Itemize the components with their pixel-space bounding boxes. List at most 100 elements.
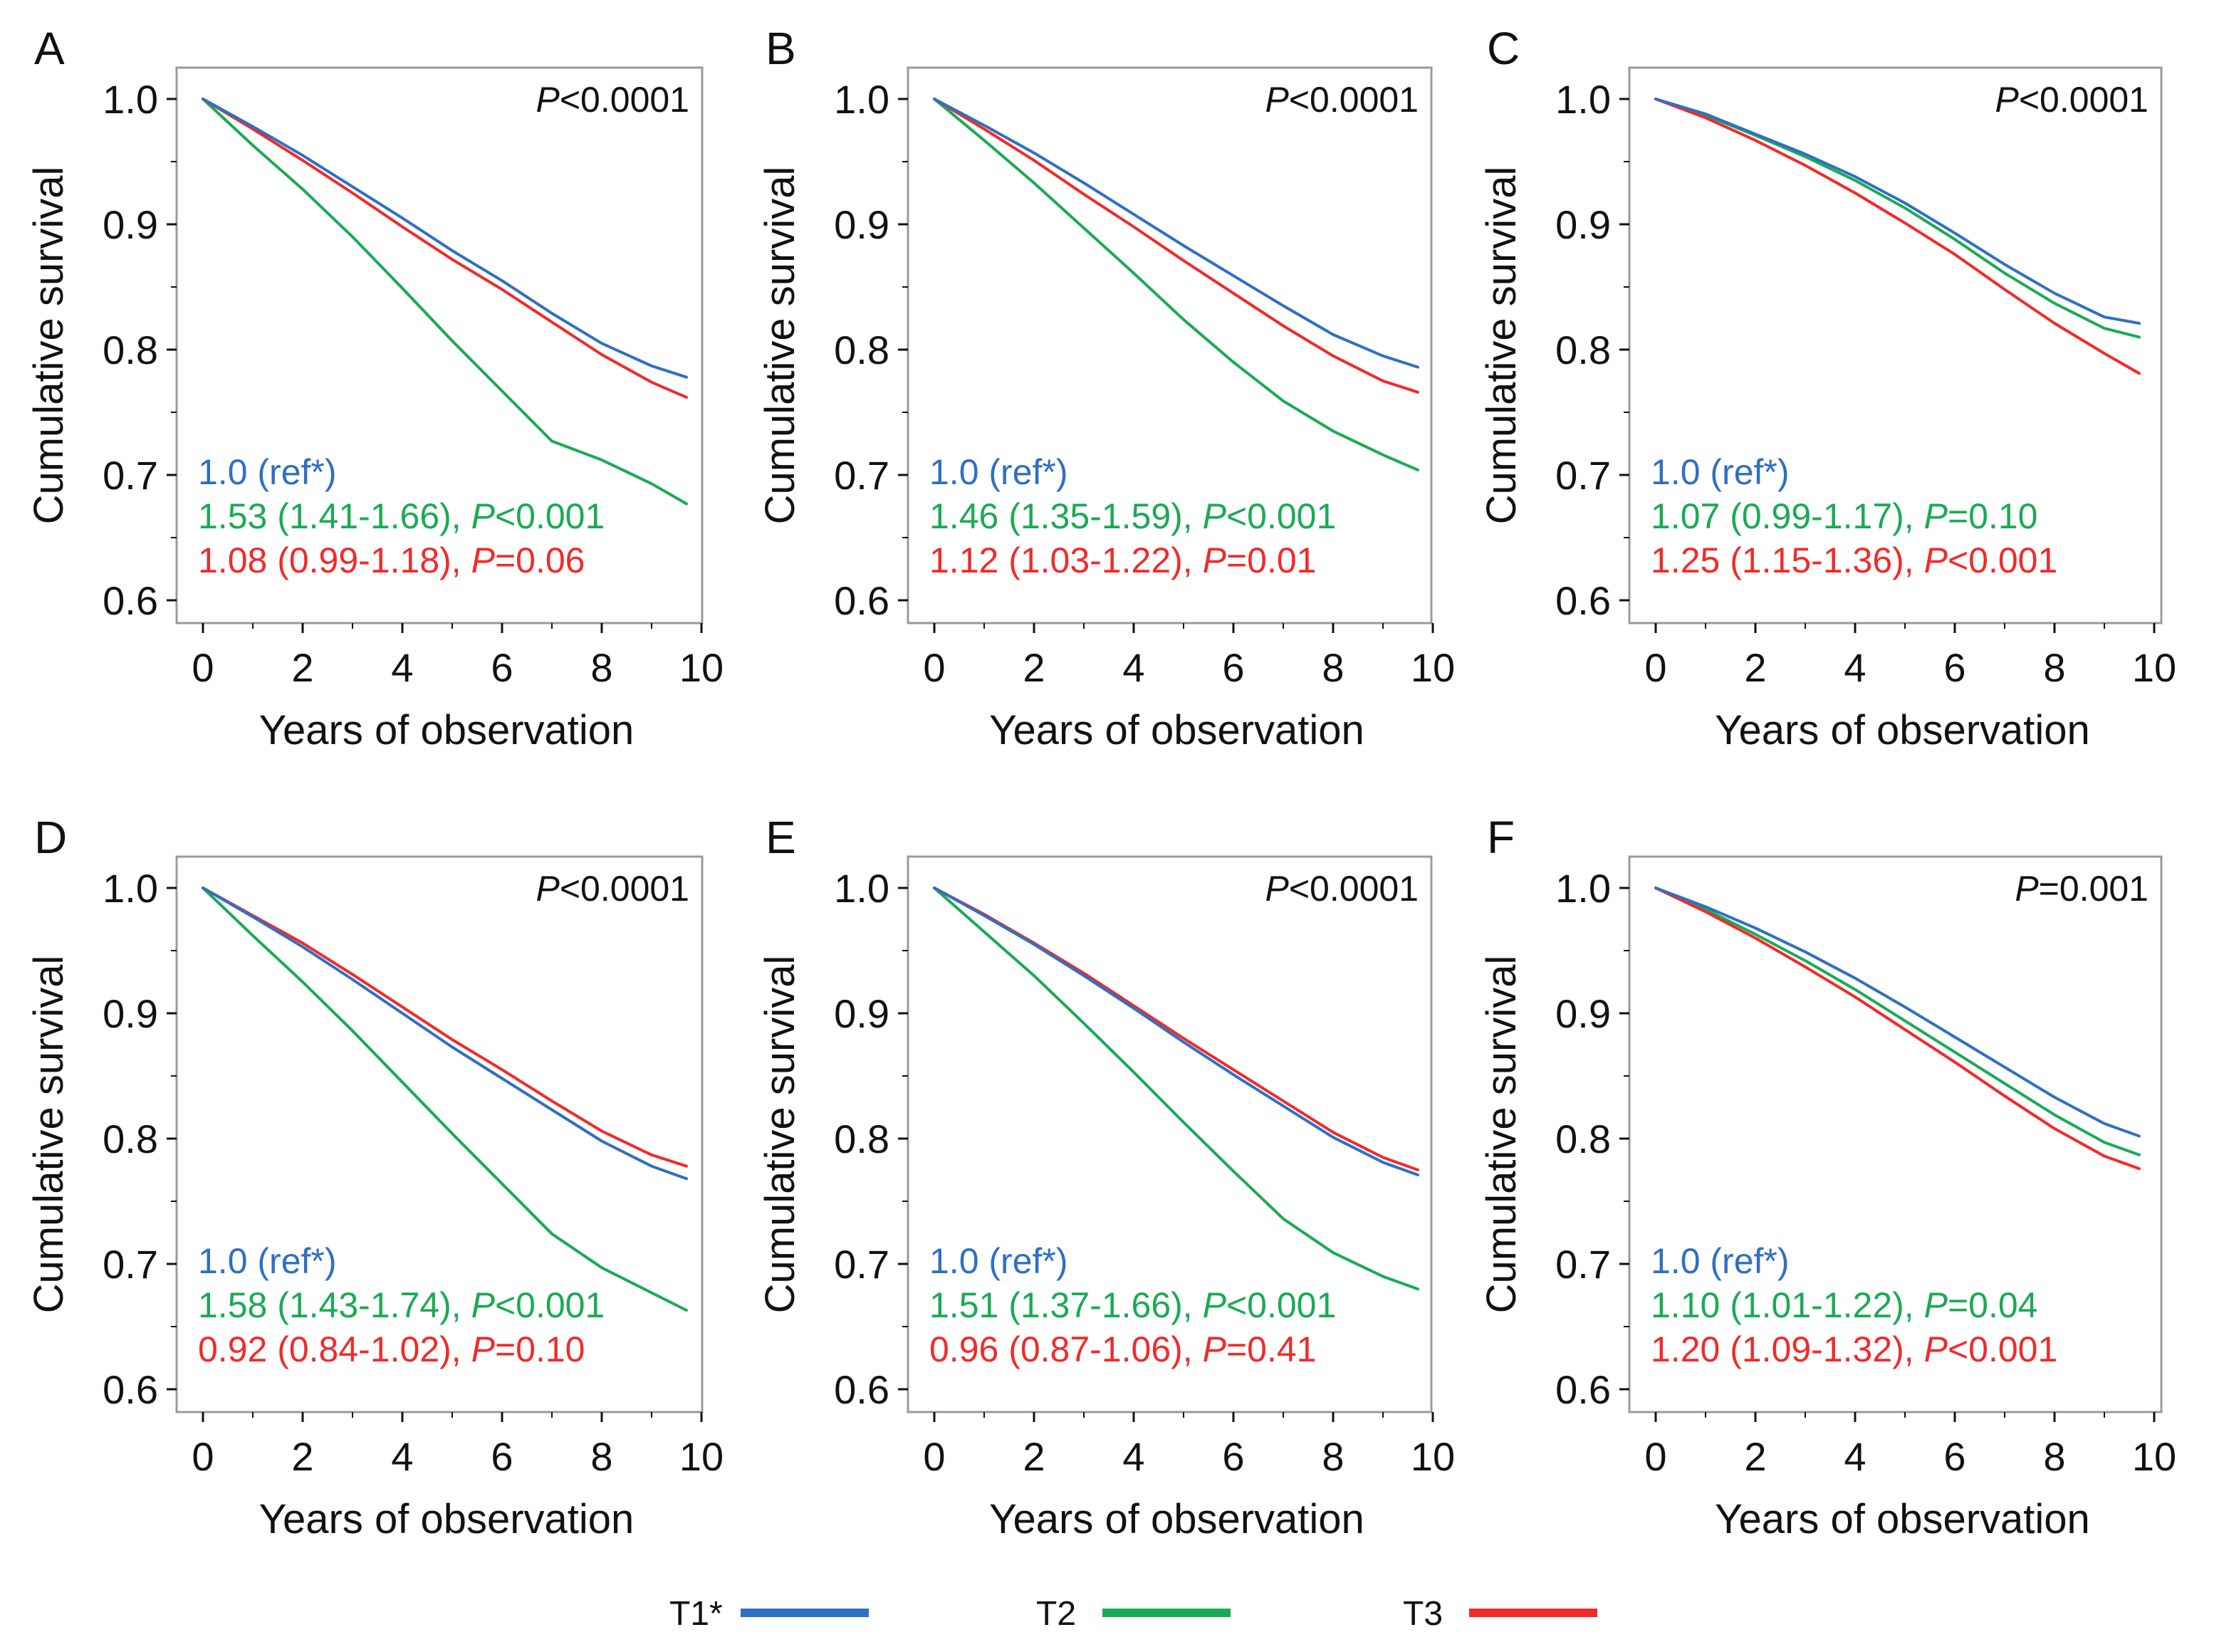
hazard-ratio-t1: 1.0 (ref*) bbox=[929, 452, 1068, 492]
x-tick-label: 4 bbox=[1844, 1434, 1866, 1479]
x-tick-label: 8 bbox=[1322, 1434, 1344, 1479]
y-tick-label: 0.9 bbox=[103, 991, 158, 1036]
hazard-ratio-p-italic: P bbox=[1203, 1329, 1227, 1369]
x-axis-label: Years of observation bbox=[989, 1496, 1364, 1542]
y-tick-label: 0.9 bbox=[1555, 202, 1611, 247]
hazard-ratio-value: 1.0 (ref*) bbox=[198, 452, 337, 492]
p-value-rest: <0.0001 bbox=[2019, 80, 2148, 120]
y-tick-label: 0.6 bbox=[1555, 578, 1611, 623]
p-value-italic: P bbox=[1265, 869, 1290, 909]
hazard-ratio-p-rest: <0.001 bbox=[1948, 1329, 2057, 1369]
y-tick-label: 1.0 bbox=[1555, 77, 1611, 122]
hazard-ratio-p-rest: =0.10 bbox=[495, 1329, 585, 1369]
series-t2-curve bbox=[933, 887, 1419, 1291]
panel-f: F 0.6 0.7 0.8 0.9 1.0 0 2 4 6 8 10 Years of observat… bbox=[1478, 812, 2176, 1542]
y-axis-label: Cumulative survival bbox=[757, 167, 803, 525]
x-axis-label: Years of observation bbox=[989, 707, 1364, 753]
hazard-ratio-p-rest: <0.001 bbox=[495, 1285, 605, 1325]
series-t1-curve bbox=[202, 887, 688, 1181]
y-tick-label: 0.8 bbox=[1555, 1117, 1611, 1161]
y-tick-label: 0.9 bbox=[103, 202, 158, 247]
x-tick-label: 10 bbox=[1411, 645, 1455, 690]
hazard-ratio-p-italic: P bbox=[1924, 496, 1948, 536]
hazard-ratio-p-italic: P bbox=[471, 1285, 496, 1325]
plot-frame bbox=[175, 66, 704, 624]
hazard-ratio-value: 1.0 (ref*) bbox=[1651, 452, 1790, 492]
x-tick-label: 2 bbox=[1023, 645, 1045, 690]
p-value-label: P<0.0001 bbox=[1265, 869, 1419, 909]
x-tick-label: 2 bbox=[1023, 1434, 1045, 1479]
y-axis-label: Cumulative survival bbox=[757, 956, 803, 1314]
y-tick-label: 0.8 bbox=[103, 328, 158, 372]
x-tick-label: 10 bbox=[2132, 645, 2176, 690]
hazard-ratio-p-italic: P bbox=[471, 496, 496, 536]
hazard-ratio-t1: 1.0 (ref*) bbox=[929, 1241, 1068, 1281]
series-t1-curve bbox=[1654, 98, 2141, 325]
p-value-label: P<0.0001 bbox=[1265, 80, 1419, 120]
y-tick-label: 0.6 bbox=[834, 1367, 889, 1412]
plot-frame bbox=[175, 855, 704, 1413]
series-t3-curve bbox=[933, 98, 1419, 394]
series-t3-curve bbox=[202, 98, 688, 399]
x-tick-label: 0 bbox=[1644, 1434, 1666, 1479]
x-tick-label: 8 bbox=[1322, 645, 1344, 690]
x-axis-label: Years of observation bbox=[1715, 707, 2090, 753]
p-value-italic: P bbox=[536, 869, 560, 909]
series-t3-curve bbox=[1654, 887, 2141, 1171]
hazard-ratio-value: 1.07 (0.99-1.17), bbox=[1651, 496, 1924, 536]
hazard-ratio-p-rest: <0.001 bbox=[1226, 496, 1336, 536]
hazard-ratio-t3: 1.08 (0.99-1.18), P=0.06 bbox=[198, 540, 585, 580]
hazard-ratio-t2: 1.53 (1.41-1.66), P<0.001 bbox=[198, 496, 605, 536]
hazard-ratio-value: 0.96 (0.87-1.06), bbox=[929, 1329, 1203, 1369]
series-t2-curve bbox=[1654, 887, 2141, 1156]
hazard-ratio-p-italic: P bbox=[1924, 540, 1948, 580]
hazard-ratio-t1: 1.0 (ref*) bbox=[1651, 452, 1790, 492]
series-t1-curve bbox=[933, 887, 1419, 1176]
p-value-label: P<0.0001 bbox=[1995, 80, 2149, 120]
hazard-ratio-p-rest: =0.41 bbox=[1226, 1329, 1317, 1369]
series-t3-curve bbox=[202, 887, 688, 1168]
legend: T1* T2 T3 bbox=[669, 1595, 1597, 1633]
x-tick-label: 4 bbox=[391, 1434, 413, 1479]
y-axis-label: Cumulative survival bbox=[1478, 167, 1525, 525]
hazard-ratio-t2: 1.58 (1.43-1.74), P<0.001 bbox=[198, 1285, 605, 1325]
panel-a: A 0.6 0.7 0.8 0.9 1.0 0 2 4 6 8 10 Years of observat… bbox=[26, 23, 724, 753]
y-tick-label: 1.0 bbox=[103, 866, 158, 911]
hazard-ratio-p-italic: P bbox=[471, 540, 496, 580]
x-tick-label: 0 bbox=[192, 1434, 214, 1479]
hazard-ratio-p-italic: P bbox=[1924, 1285, 1948, 1325]
y-tick-label: 0.7 bbox=[834, 453, 889, 498]
x-axis-label: Years of observation bbox=[259, 707, 635, 753]
x-tick-label: 4 bbox=[1122, 645, 1144, 690]
hazard-ratio-p-italic: P bbox=[1203, 540, 1227, 580]
panel-letter: C bbox=[1487, 23, 1520, 74]
legend-label-t2: T2 bbox=[1036, 1595, 1076, 1633]
hazard-ratio-t1: 1.0 (ref*) bbox=[198, 452, 337, 492]
panel-letter: A bbox=[34, 23, 65, 74]
hazard-ratio-value: 1.0 (ref*) bbox=[198, 1241, 337, 1281]
p-value-rest: <0.0001 bbox=[1289, 869, 1419, 909]
hazard-ratio-t3: 1.25 (1.15-1.36), P<0.001 bbox=[1651, 540, 2057, 580]
x-tick-label: 10 bbox=[2132, 1434, 2176, 1479]
x-tick-label: 8 bbox=[2043, 645, 2065, 690]
hazard-ratio-value: 1.25 (1.15-1.36), bbox=[1651, 540, 1924, 580]
hazard-ratio-value: 1.53 (1.41-1.66), bbox=[198, 496, 471, 536]
legend-label-t1: T1* bbox=[669, 1595, 723, 1633]
hazard-ratio-p-rest: =0.01 bbox=[1226, 540, 1317, 580]
hazard-ratio-value: 1.46 (1.35-1.59), bbox=[929, 496, 1203, 536]
hazard-ratio-value: 1.12 (1.03-1.22), bbox=[929, 540, 1203, 580]
hazard-ratio-p-rest: =0.06 bbox=[495, 540, 585, 580]
series-t1-curve bbox=[933, 98, 1419, 369]
p-value-label: P<0.0001 bbox=[536, 80, 690, 120]
hazard-ratio-t2: 1.46 (1.35-1.59), P<0.001 bbox=[929, 496, 1336, 536]
hazard-ratio-t1: 1.0 (ref*) bbox=[1651, 1241, 1790, 1281]
hazard-ratio-t3: 0.96 (0.87-1.06), P=0.41 bbox=[929, 1329, 1316, 1369]
hazard-ratio-p-rest: =0.10 bbox=[1948, 496, 2038, 536]
x-tick-label: 6 bbox=[1222, 1434, 1244, 1479]
y-tick-label: 0.7 bbox=[1555, 453, 1611, 498]
hazard-ratio-t3: 1.12 (1.03-1.22), P=0.01 bbox=[929, 540, 1316, 580]
hazard-ratio-p-rest: =0.04 bbox=[1948, 1285, 2038, 1325]
hazard-ratio-t3: 1.20 (1.09-1.32), P<0.001 bbox=[1651, 1329, 2057, 1369]
y-tick-label: 0.8 bbox=[834, 1117, 889, 1161]
p-value-italic: P bbox=[536, 80, 560, 120]
